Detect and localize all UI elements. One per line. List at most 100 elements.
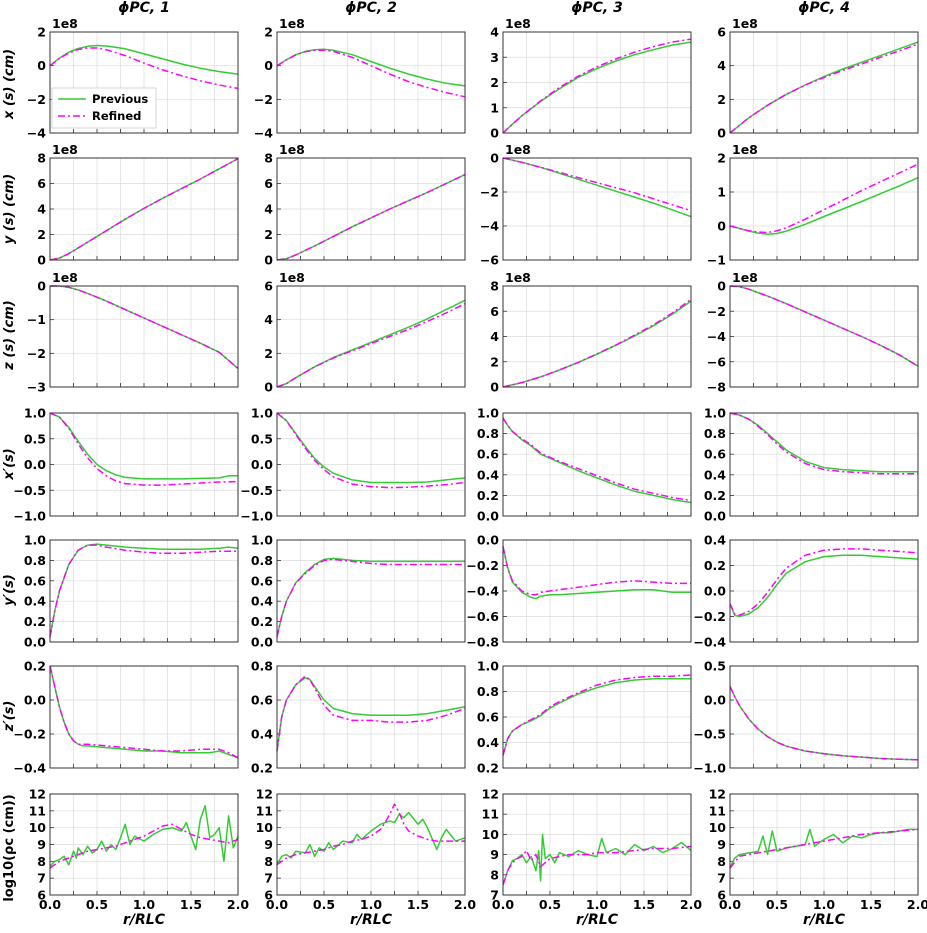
y-tick-label: −1 <box>27 312 46 327</box>
y-tick-label: 0.5 <box>24 431 46 446</box>
row-ylabel-log-rho: log10(ρc (cm)) <box>2 794 17 901</box>
series-line-previous <box>502 546 691 600</box>
y-tick-label: 0 <box>717 279 726 294</box>
panel-r1-c4: 0 2 4 6 1e8 <box>717 16 919 141</box>
panel-r6-c3: 0.2 0.4 0.6 0.8 1.0 <box>477 659 692 776</box>
axes-frame <box>276 31 466 134</box>
y-tick-label: −2 <box>27 346 46 361</box>
panel-r2-c3: −6 −4 −2 0 1e8 <box>480 142 692 268</box>
y-tick-label: 0.6 <box>477 447 499 462</box>
y-tick-label: 1.0 <box>251 533 273 548</box>
axes-frame <box>729 285 919 388</box>
row-ylabel-yprime: y′(s) <box>2 574 17 606</box>
y-tick-label: 0 <box>717 126 726 141</box>
series-line-refined <box>502 157 692 212</box>
panel-r4-c2: −1.0 −0.5 0.0 0.5 1.0 <box>240 406 466 524</box>
series-line-refined <box>502 674 692 756</box>
x-tick-label: 0.0 <box>266 897 288 912</box>
legend-label-previous: Previous <box>92 92 148 106</box>
y-tick-label: 0.8 <box>704 426 726 441</box>
y-tick-label: 8 <box>264 151 273 166</box>
panel-r5-c3: −0.8 −0.6 −0.4 −0.2 0.0 <box>466 533 692 650</box>
y-tick-label: 9 <box>490 847 499 862</box>
y-tick-label: 0.6 <box>704 447 726 462</box>
panel-r4-c3: 0.0 0.2 0.4 0.6 0.8 1.0 <box>477 406 692 524</box>
panel-r2-c2: 0 2 4 6 8 1e8 <box>264 142 466 268</box>
row-ylabel-x: x (s) (cm) <box>2 49 17 120</box>
axes-frame <box>276 539 466 643</box>
axis-exponent-label: 1e8 <box>52 16 78 31</box>
y-tick-label: 0.4 <box>704 467 726 482</box>
y-tick-label: −0.5 <box>240 483 273 498</box>
axes-frame <box>502 157 692 261</box>
series-line-refined <box>276 303 466 388</box>
y-tick-label: 6 <box>717 25 726 40</box>
y-tick-label: 0.4 <box>251 594 273 609</box>
series-line-refined <box>49 665 239 759</box>
y-tick-label: 0.0 <box>251 635 273 650</box>
y-tick-label: −2 <box>254 92 273 107</box>
y-tick-label: 6 <box>717 888 726 903</box>
axes-frame <box>502 539 692 643</box>
axis-exponent-label: 1e8 <box>505 16 531 31</box>
y-tick-label: −3 <box>27 380 46 395</box>
y-tick-label: 0.6 <box>477 710 499 725</box>
y-tick-label: 9 <box>264 837 273 852</box>
panel-r6-c1: −0.4 −0.2 0.0 0.2 <box>13 659 239 776</box>
x-tick-label: 2.0 <box>227 897 249 912</box>
y-tick-label: 8 <box>490 867 499 882</box>
y-tick-label: 11 <box>256 803 273 818</box>
panel-r4-c4: 0.0 0.2 0.4 0.6 0.8 1.0 <box>704 406 919 524</box>
y-tick-label: 4 <box>490 329 499 344</box>
panel-r4-c1: −1.0 −0.5 0.0 0.5 1.0 <box>13 406 239 524</box>
y-tick-label: 1.0 <box>704 406 726 421</box>
y-tick-label: 0.4 <box>704 533 726 548</box>
axes-frame <box>502 31 692 134</box>
column-title-1: ϕPC, 1 <box>118 0 170 16</box>
y-tick-label: −6 <box>707 354 726 369</box>
y-tick-label: 2 <box>490 354 499 369</box>
y-tick-label: 2 <box>37 227 46 242</box>
y-tick-label: 10 <box>29 820 47 835</box>
series-line-refined <box>502 298 692 388</box>
x-tick-label: 1.5 <box>860 897 882 912</box>
y-tick-label: 4 <box>264 202 273 217</box>
y-tick-label: 6 <box>264 279 273 294</box>
xlabel-col-4: r/RLC <box>803 912 846 928</box>
x-tick-label: 1.0 <box>813 897 835 912</box>
y-tick-label: 0.4 <box>251 727 273 742</box>
y-tick-label: 0.0 <box>24 693 46 708</box>
x-tick-label: 1.5 <box>633 897 655 912</box>
x-tick-label: 0.5 <box>539 897 561 912</box>
axis-exponent-label: 1e8 <box>505 270 531 285</box>
x-tick-label: 1.5 <box>407 897 429 912</box>
y-tick-label: 4 <box>37 202 46 217</box>
y-tick-label: 0.0 <box>477 509 499 524</box>
y-tick-label: 0.0 <box>704 509 726 524</box>
axes-frame <box>276 157 466 261</box>
y-tick-label: 0 <box>37 253 46 268</box>
series-line-previous <box>276 48 466 87</box>
axes-frame <box>729 31 919 134</box>
axis-exponent-label: 1e8 <box>505 142 531 157</box>
y-tick-label: 1.0 <box>477 406 499 421</box>
x-tick-label: 2.0 <box>680 897 702 912</box>
column-titles: ϕPC, 1 ϕPC, 2 ϕPC, 3 ϕPC, 4 <box>118 0 850 16</box>
series-line-previous <box>276 557 465 638</box>
x-tick-label: 1.0 <box>360 897 382 912</box>
y-tick-label: 2 <box>264 25 273 40</box>
y-tick-label: −4 <box>480 219 499 234</box>
series-line-previous <box>729 41 919 134</box>
axes-frame <box>49 157 239 261</box>
row-y-labels: x (s) (cm) y (s) (cm) z (s) (cm) x′(s) y… <box>2 49 17 902</box>
legend: Previous Refined <box>51 87 157 129</box>
y-tick-label: 0.8 <box>477 426 499 441</box>
y-tick-label: 8 <box>717 854 726 869</box>
y-tick-label: −1.0 <box>13 509 46 524</box>
axes-frame <box>276 285 466 388</box>
series-line-refined <box>729 686 919 761</box>
legend-box <box>51 87 157 129</box>
